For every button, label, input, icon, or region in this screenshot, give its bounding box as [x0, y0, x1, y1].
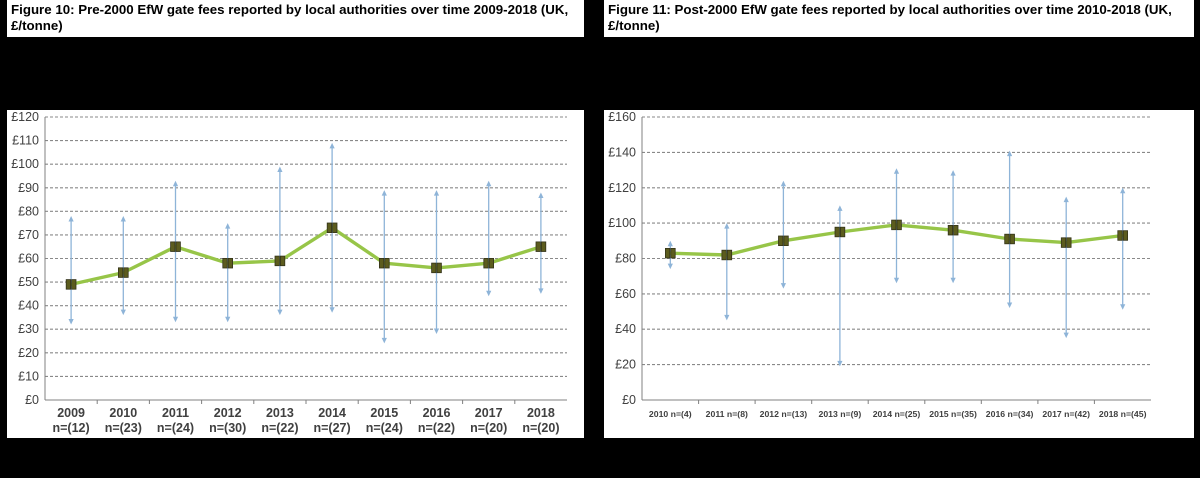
svg-text:2015: 2015	[370, 406, 398, 420]
svg-text:£120: £120	[11, 110, 39, 124]
svg-text:£100: £100	[608, 216, 636, 230]
svg-text:£110: £110	[12, 134, 39, 148]
svg-text:£140: £140	[608, 145, 636, 159]
svg-text:2012 n=(13): 2012 n=(13)	[760, 409, 808, 419]
svg-text:£80: £80	[18, 204, 39, 218]
svg-text:2016: 2016	[423, 406, 451, 420]
svg-text:£30: £30	[18, 322, 39, 336]
svg-text:£100: £100	[11, 157, 39, 171]
svg-text:2011: 2011	[162, 406, 189, 420]
svg-text:2014 n=(25): 2014 n=(25)	[873, 409, 921, 419]
svg-text:£90: £90	[18, 181, 39, 195]
svg-text:£10: £10	[18, 369, 39, 383]
svg-text:n=(24): n=(24)	[157, 421, 194, 435]
svg-text:£160: £160	[608, 110, 636, 124]
svg-text:£70: £70	[18, 228, 39, 242]
svg-text:2010: 2010	[109, 406, 137, 420]
svg-text:2013: 2013	[266, 406, 294, 420]
svg-text:£120: £120	[608, 181, 636, 195]
svg-text:£40: £40	[18, 299, 39, 313]
svg-text:n=(22): n=(22)	[418, 421, 455, 435]
svg-text:2017: 2017	[475, 406, 503, 420]
svg-text:2018: 2018	[527, 406, 555, 420]
svg-text:2013 n=(9): 2013 n=(9)	[819, 409, 862, 419]
svg-text:n=(20): n=(20)	[522, 421, 559, 435]
svg-text:2016 n=(34): 2016 n=(34)	[986, 409, 1034, 419]
svg-text:n=(12): n=(12)	[53, 421, 90, 435]
svg-text:£50: £50	[18, 275, 39, 289]
svg-text:n=(30): n=(30)	[209, 421, 246, 435]
svg-text:n=(22): n=(22)	[261, 421, 298, 435]
svg-text:2011 n=(8): 2011 n=(8)	[706, 409, 748, 419]
svg-text:2010 n=(4): 2010 n=(4)	[649, 409, 692, 419]
svg-text:£0: £0	[622, 393, 636, 407]
svg-text:2018 n=(45): 2018 n=(45)	[1099, 409, 1147, 419]
svg-text:£60: £60	[615, 287, 636, 301]
svg-text:2015 n=(35): 2015 n=(35)	[929, 409, 977, 419]
svg-text:2014: 2014	[318, 406, 346, 420]
svg-text:£40: £40	[615, 322, 636, 336]
svg-text:n=(27): n=(27)	[314, 421, 351, 435]
svg-text:£80: £80	[615, 252, 636, 266]
svg-text:£20: £20	[615, 358, 636, 372]
svg-text:2017 n=(42): 2017 n=(42)	[1042, 409, 1090, 419]
svg-text:£0: £0	[25, 393, 39, 407]
svg-text:n=(23): n=(23)	[105, 421, 142, 435]
svg-text:n=(24): n=(24)	[366, 421, 403, 435]
svg-text:n=(20): n=(20)	[470, 421, 507, 435]
svg-text:£20: £20	[18, 346, 39, 360]
svg-text:2009: 2009	[57, 406, 85, 420]
svg-text:2012: 2012	[214, 406, 242, 420]
svg-text:£60: £60	[18, 252, 39, 266]
